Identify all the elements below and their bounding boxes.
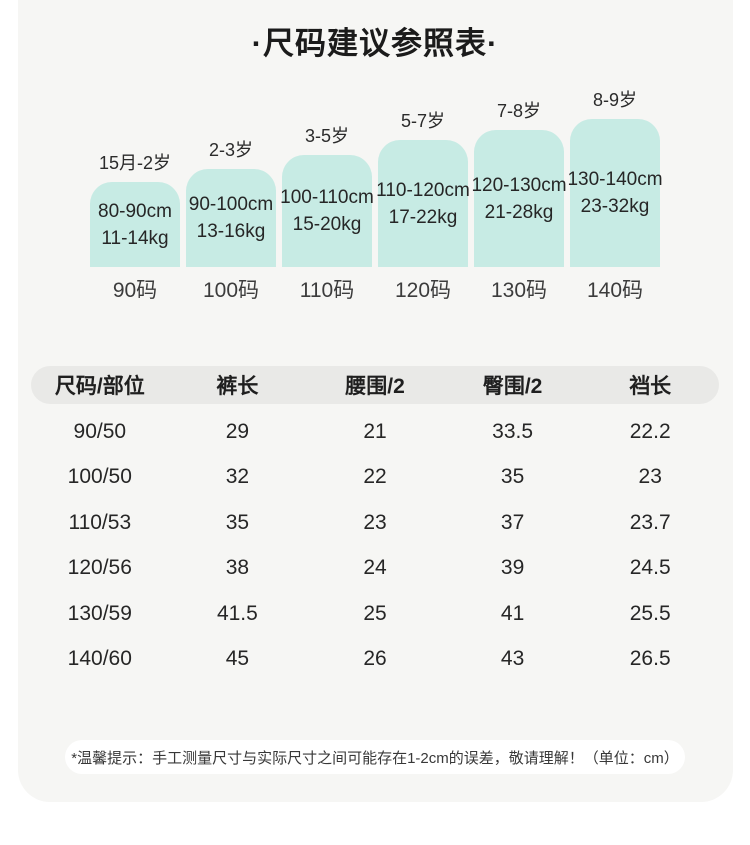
value-cell: 32 bbox=[225, 465, 250, 489]
size-bar-group-120: 5-7岁 110-120cm 17-22kg 120码 bbox=[376, 107, 470, 304]
size-cell: 110/53 bbox=[68, 510, 132, 534]
size-bar: 80-90cm 11-14kg bbox=[90, 182, 180, 267]
height-range-value: 80-90cm bbox=[98, 200, 172, 222]
value-cell: 41 bbox=[500, 601, 525, 625]
size-bar-group-130: 7-8岁 120-130cm 21-28kg 130码 bbox=[471, 97, 567, 304]
column-header: 腰围/2 bbox=[345, 375, 405, 398]
value-cell: 24 bbox=[363, 556, 387, 580]
weight-range-value: 13-16kg bbox=[196, 221, 266, 242]
table-row: 140/60 45 26 43 26.5 bbox=[31, 637, 719, 683]
disclaimer-note: *温馨提示：手工测量尺寸与实际尺寸之间可能存在1-2cm的误差，敬请理解！（单位… bbox=[65, 740, 685, 774]
weight-range-value: 15-20kg bbox=[292, 214, 362, 235]
value-cell: 23 bbox=[638, 465, 662, 489]
size-code-label: 90码 bbox=[112, 279, 158, 302]
height-range-value: 90-100cm bbox=[188, 194, 274, 215]
column-header: 裤长 bbox=[216, 375, 259, 398]
column-header: 臀围/2 bbox=[482, 375, 543, 398]
value-cell: 26.5 bbox=[629, 647, 671, 671]
table-row: 90/50 29 21 33.5 22.2 bbox=[31, 409, 719, 455]
size-code-label: 120码 bbox=[394, 279, 452, 302]
page-title: ·尺码建议参照表· bbox=[251, 26, 499, 61]
size-bar: 100-110cm 15-20kg bbox=[280, 155, 374, 267]
height-range-value: 130-140cm bbox=[567, 169, 663, 190]
size-bar: 90-100cm 13-16kg bbox=[186, 169, 276, 267]
size-guide-card: ·尺码建议参照表· 15月-2岁 80-90cm 11-14kg 90码 2-3… bbox=[17, 0, 733, 802]
size-cell: 120/56 bbox=[67, 556, 132, 580]
value-cell: 23 bbox=[363, 510, 387, 534]
measurement-table: 尺码/部位 裤长 腰围/2 臀围/2 裆长 90/50 29 21 33.5 2… bbox=[31, 366, 719, 682]
column-header: 尺码/部位 bbox=[54, 375, 145, 398]
height-range-value: 100-110cm bbox=[280, 187, 374, 208]
value-cell: 26 bbox=[363, 647, 387, 671]
age-range-label: 5-7岁 bbox=[400, 111, 445, 131]
value-cell: 35 bbox=[500, 465, 525, 489]
age-range-label: 7-8岁 bbox=[496, 101, 541, 121]
value-cell: 39 bbox=[500, 556, 525, 580]
size-cell: 130/59 bbox=[67, 601, 132, 625]
value-cell: 33.5 bbox=[492, 419, 534, 443]
height-range-value: 110-120cm bbox=[376, 179, 470, 201]
size-code-label: 110码 bbox=[299, 279, 355, 302]
age-range-label: 2-3岁 bbox=[208, 140, 253, 160]
table-row: 110/53 35 23 37 23.7 bbox=[31, 500, 719, 546]
value-cell: 29 bbox=[225, 419, 250, 443]
height-range-value: 120-130cm bbox=[471, 174, 567, 196]
age-range-label: 3-5岁 bbox=[304, 126, 349, 146]
table-row: 100/50 32 22 35 23 bbox=[31, 455, 719, 501]
table-row: 120/56 38 24 39 24.5 bbox=[31, 546, 719, 592]
age-range-label: 15月-2岁 bbox=[98, 153, 172, 173]
size-code-label: 130码 bbox=[490, 279, 548, 302]
size-code-label: 100码 bbox=[202, 279, 260, 302]
value-cell: 25.5 bbox=[629, 601, 671, 625]
value-cell: 22.2 bbox=[629, 419, 671, 443]
size-cell: 90/50 bbox=[73, 419, 127, 443]
value-cell: 23.7 bbox=[629, 510, 671, 534]
table-row: 130/59 41.5 25 41 25.5 bbox=[31, 591, 719, 637]
size-bar-group-90: 15月-2岁 80-90cm 11-14kg 90码 bbox=[90, 149, 180, 304]
value-cell: 24.5 bbox=[629, 556, 671, 580]
value-cell: 37 bbox=[500, 510, 525, 534]
value-cell: 41.5 bbox=[216, 601, 258, 625]
size-bar-group-140: 8-9岁 130-140cm 23-32kg 140码 bbox=[567, 86, 663, 304]
weight-range-value: 21-28kg bbox=[484, 201, 554, 223]
size-code-label: 140码 bbox=[586, 279, 644, 302]
value-cell: 21 bbox=[363, 419, 387, 443]
size-bar-group-100: 2-3岁 90-100cm 13-16kg 100码 bbox=[186, 136, 276, 304]
weight-range-value: 23-32kg bbox=[580, 196, 650, 217]
column-header: 裆长 bbox=[629, 375, 672, 398]
value-cell: 35 bbox=[225, 510, 250, 534]
size-bar: 130-140cm 23-32kg bbox=[567, 119, 663, 267]
size-bar-group-110: 3-5岁 100-110cm 15-20kg 110码 bbox=[280, 122, 374, 304]
size-cell: 100/50 bbox=[67, 465, 132, 489]
age-range-label: 8-9岁 bbox=[592, 90, 637, 110]
weight-range-value: 11-14kg bbox=[101, 227, 169, 249]
size-bar-chart: 15月-2岁 80-90cm 11-14kg 90码 2-3岁 90-100cm… bbox=[18, 86, 733, 304]
value-cell: 38 bbox=[225, 556, 250, 580]
value-cell: 25 bbox=[363, 601, 387, 625]
table-body: 90/50 29 21 33.5 22.2 100/50 32 22 35 23… bbox=[31, 409, 719, 682]
weight-range-value: 17-22kg bbox=[388, 206, 458, 228]
size-cell: 140/60 bbox=[67, 647, 132, 671]
size-bar: 110-120cm 17-22kg bbox=[376, 140, 470, 267]
value-cell: 22 bbox=[363, 465, 387, 489]
table-header-row: 尺码/部位 裤长 腰围/2 臀围/2 裆长 bbox=[31, 366, 719, 404]
size-bar: 120-130cm 21-28kg bbox=[471, 130, 567, 267]
value-cell: 43 bbox=[500, 647, 525, 671]
value-cell: 45 bbox=[225, 647, 250, 671]
